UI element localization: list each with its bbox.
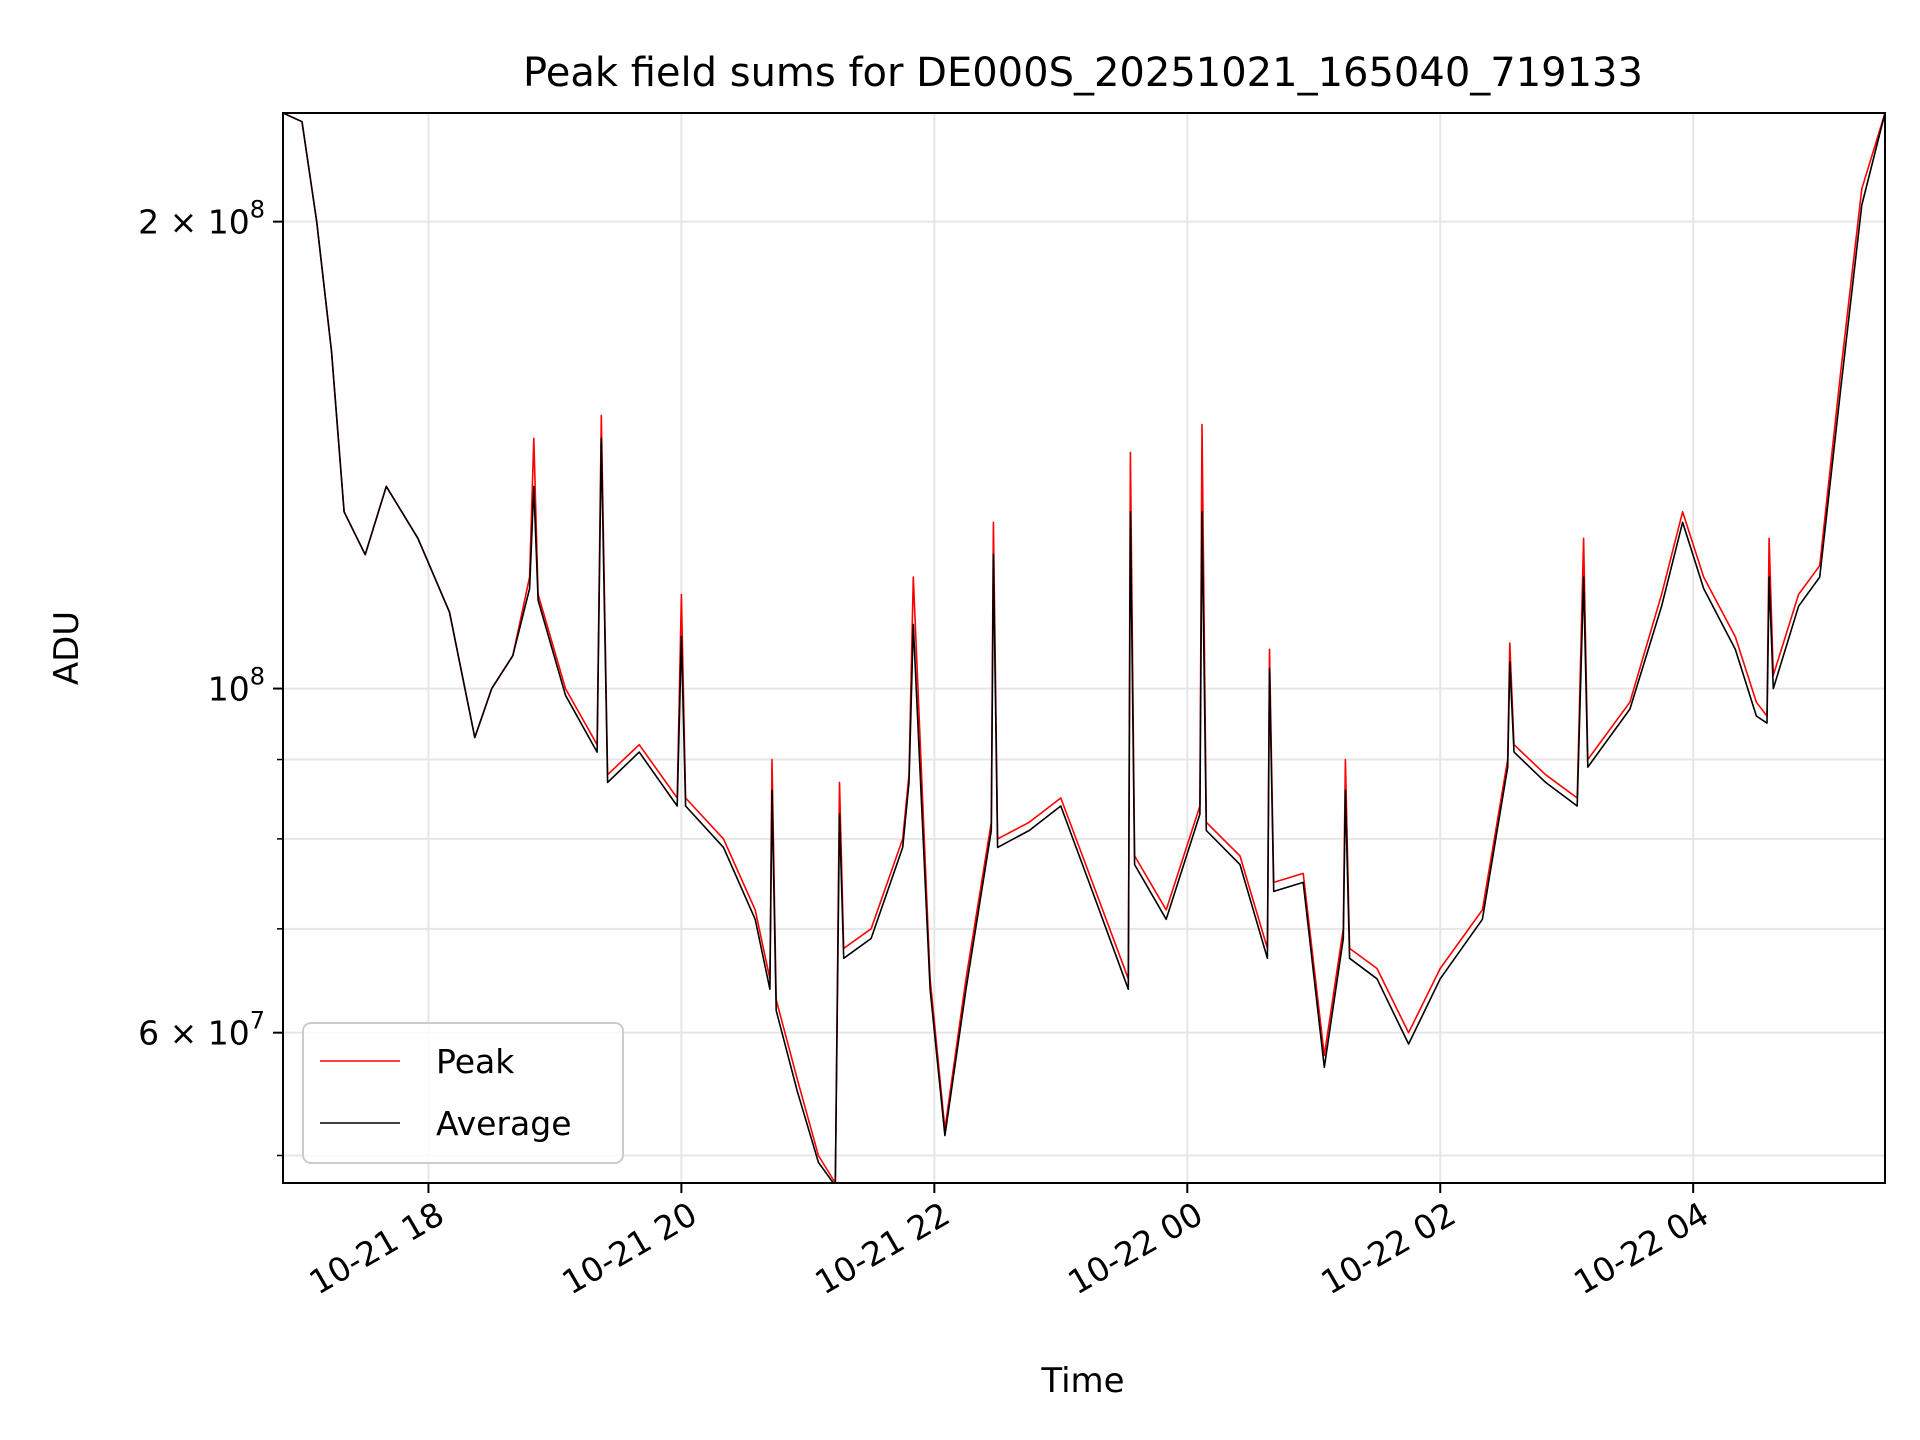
x-axis: 10-21 18 10-21 20 10-21 22 10-22 00 10-22 02… [302, 1183, 1715, 1302]
x-tick-label: 10-21 18 [302, 1194, 450, 1302]
y-tick-label: 6 × 107 [138, 1007, 265, 1053]
y-tick-label: 2 × 108 [138, 196, 265, 242]
legend-box [302, 1022, 624, 1164]
y-axis: 6 × 107 108 2 × 108 [138, 196, 283, 1157]
series-line-average [283, 113, 1885, 1183]
chart-title: Peak field sums for DE000S_20251021_1650… [523, 50, 1643, 96]
x-tick-label: 10-22 00 [1061, 1194, 1209, 1302]
x-tick-label: 10-22 04 [1567, 1194, 1715, 1302]
x-tick-label: 10-22 02 [1314, 1194, 1462, 1302]
x-axis-label: Time [1040, 1361, 1124, 1401]
series-layer [283, 113, 1885, 1183]
y-tick-label: 108 [208, 663, 265, 709]
legend: Peak Average [302, 1022, 624, 1164]
legend-label-average: Average [436, 1104, 572, 1143]
grid [283, 113, 1885, 1183]
x-tick-label: 10-21 20 [555, 1194, 703, 1302]
x-tick-label: 10-21 22 [808, 1194, 956, 1302]
plot-frame [282, 112, 1886, 1184]
legend-label-peak: Peak [436, 1042, 515, 1081]
y-axis-label: ADU [47, 611, 87, 685]
